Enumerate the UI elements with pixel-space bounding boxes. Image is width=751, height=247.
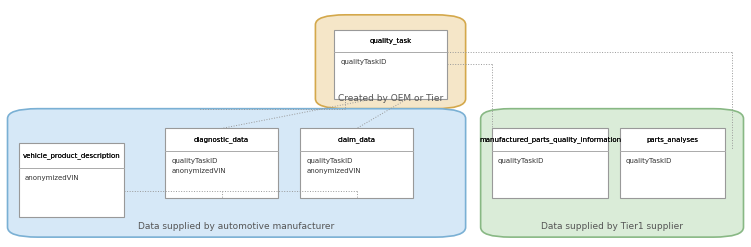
Text: diagnostic_data: diagnostic_data [194, 137, 249, 143]
Text: manufactured_parts_quality_information: manufactured_parts_quality_information [479, 137, 621, 143]
Text: qualityTaskID: qualityTaskID [626, 158, 672, 164]
Bar [492, 128, 608, 198]
FancyBboxPatch shape [481, 109, 743, 237]
Text: manufactured_parts_quality_information: manufactured_parts_quality_information [479, 137, 621, 143]
Text: Data supplied by automotive manufacturer: Data supplied by automotive manufacturer [138, 222, 335, 231]
Bar [334, 30, 447, 99]
Bar [620, 128, 725, 198]
Text: anonymizedVIN: anonymizedVIN [25, 175, 80, 181]
Bar [300, 128, 413, 198]
Text: diagnostic_data: diagnostic_data [194, 137, 249, 143]
Text: qualityTaskID: qualityTaskID [340, 59, 387, 65]
Text: parts_analyses: parts_analyses [646, 137, 698, 143]
Text: anonymizedVIN: anonymizedVIN [171, 168, 226, 174]
Bar [165, 128, 278, 198]
Text: Created by OEM or Tier: Created by OEM or Tier [338, 94, 443, 103]
Text: claim_data: claim_data [338, 137, 376, 143]
FancyBboxPatch shape [8, 109, 466, 237]
Text: vehicle_product_description: vehicle_product_description [23, 152, 120, 159]
Text: Data supplied by Tier1 supplier: Data supplied by Tier1 supplier [541, 222, 683, 231]
Text: vehicle_product_description: vehicle_product_description [23, 152, 120, 159]
Text: claim_data: claim_data [338, 137, 376, 143]
Text: qualityTaskID: qualityTaskID [498, 158, 544, 164]
Bar [19, 143, 124, 217]
Text: quality_task: quality_task [369, 38, 412, 44]
Text: anonymizedVIN: anonymizedVIN [306, 168, 361, 174]
FancyBboxPatch shape [315, 15, 466, 109]
Text: qualityTaskID: qualityTaskID [306, 158, 353, 164]
Text: qualityTaskID: qualityTaskID [171, 158, 218, 164]
Text: quality_task: quality_task [369, 38, 412, 44]
Text: parts_analyses: parts_analyses [646, 137, 698, 143]
